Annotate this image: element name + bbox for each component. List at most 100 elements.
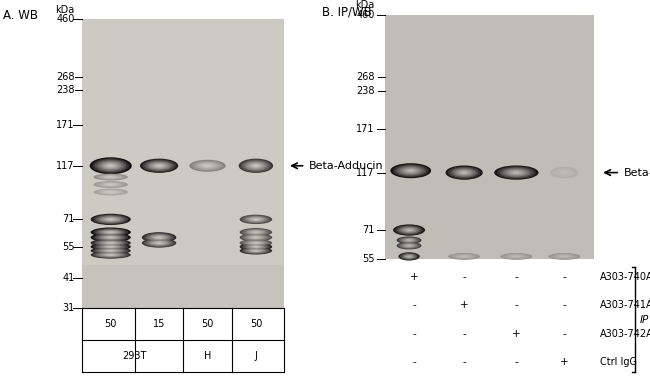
Ellipse shape xyxy=(403,168,419,173)
Ellipse shape xyxy=(244,216,268,223)
Ellipse shape xyxy=(562,256,566,257)
Text: -: - xyxy=(412,357,416,367)
Ellipse shape xyxy=(460,256,468,257)
Ellipse shape xyxy=(246,230,266,235)
Ellipse shape xyxy=(101,253,121,257)
Ellipse shape xyxy=(102,190,120,194)
Ellipse shape xyxy=(452,254,476,259)
Ellipse shape xyxy=(196,162,219,170)
Ellipse shape xyxy=(93,233,128,241)
Text: 460: 460 xyxy=(57,14,75,24)
Ellipse shape xyxy=(157,237,161,238)
Ellipse shape xyxy=(250,163,263,168)
Text: 31: 31 xyxy=(62,303,75,313)
Ellipse shape xyxy=(96,215,126,224)
Ellipse shape xyxy=(246,235,266,240)
Ellipse shape xyxy=(108,246,113,247)
Ellipse shape xyxy=(107,184,115,185)
Ellipse shape xyxy=(246,217,266,222)
Ellipse shape xyxy=(406,239,412,241)
Text: -: - xyxy=(462,357,466,367)
Ellipse shape xyxy=(510,255,523,258)
Ellipse shape xyxy=(511,171,522,174)
Ellipse shape xyxy=(402,254,416,259)
Ellipse shape xyxy=(506,254,526,259)
Text: A303-742A: A303-742A xyxy=(601,329,650,339)
Ellipse shape xyxy=(408,240,411,241)
Ellipse shape xyxy=(90,157,132,174)
Ellipse shape xyxy=(240,215,272,224)
Ellipse shape xyxy=(243,161,269,171)
Ellipse shape xyxy=(246,244,266,249)
Ellipse shape xyxy=(106,236,116,239)
Ellipse shape xyxy=(108,243,113,244)
Ellipse shape xyxy=(96,229,126,236)
Ellipse shape xyxy=(94,181,128,188)
Ellipse shape xyxy=(106,231,116,233)
Text: +: + xyxy=(460,300,469,311)
Ellipse shape xyxy=(252,237,260,238)
Ellipse shape xyxy=(252,218,260,221)
Ellipse shape xyxy=(504,254,528,259)
Ellipse shape xyxy=(403,228,415,232)
Ellipse shape xyxy=(508,170,525,175)
Ellipse shape xyxy=(103,253,118,256)
Ellipse shape xyxy=(146,240,172,247)
Text: 293T: 293T xyxy=(123,351,147,361)
Ellipse shape xyxy=(240,247,272,255)
Ellipse shape xyxy=(244,244,268,250)
Ellipse shape xyxy=(252,242,260,244)
Ellipse shape xyxy=(252,246,260,248)
Ellipse shape xyxy=(152,163,166,168)
Bar xyxy=(83,19,284,308)
Ellipse shape xyxy=(557,170,571,175)
Ellipse shape xyxy=(398,166,424,175)
Ellipse shape xyxy=(514,172,519,173)
Ellipse shape xyxy=(96,174,126,180)
Ellipse shape xyxy=(106,218,116,221)
Ellipse shape xyxy=(254,232,258,233)
Text: 268: 268 xyxy=(57,72,75,82)
Ellipse shape xyxy=(250,249,262,252)
Text: J: J xyxy=(254,351,257,361)
Ellipse shape xyxy=(551,253,578,259)
Text: 268: 268 xyxy=(356,72,375,82)
Ellipse shape xyxy=(96,234,126,241)
Ellipse shape xyxy=(401,253,417,259)
Text: 50: 50 xyxy=(202,319,214,329)
Ellipse shape xyxy=(248,230,264,234)
Ellipse shape xyxy=(93,240,128,247)
Ellipse shape xyxy=(500,167,533,178)
Ellipse shape xyxy=(244,234,268,241)
Text: +: + xyxy=(512,329,521,339)
Ellipse shape xyxy=(95,159,127,172)
Ellipse shape xyxy=(248,249,264,253)
Ellipse shape xyxy=(512,256,521,257)
Ellipse shape xyxy=(554,168,575,177)
Ellipse shape xyxy=(395,225,423,235)
Ellipse shape xyxy=(393,164,428,177)
Ellipse shape xyxy=(240,159,271,172)
Text: B. IP/WB: B. IP/WB xyxy=(322,6,372,19)
Text: -: - xyxy=(515,357,518,367)
Ellipse shape xyxy=(151,241,168,245)
Ellipse shape xyxy=(98,240,124,246)
Ellipse shape xyxy=(93,247,128,254)
Ellipse shape xyxy=(108,165,113,167)
Bar xyxy=(385,15,593,259)
Ellipse shape xyxy=(558,255,571,258)
Ellipse shape xyxy=(254,250,258,251)
Ellipse shape xyxy=(404,255,415,259)
Ellipse shape xyxy=(390,163,431,178)
Ellipse shape xyxy=(396,237,421,244)
Ellipse shape xyxy=(242,234,270,241)
Ellipse shape xyxy=(98,253,124,257)
Ellipse shape xyxy=(508,255,525,258)
Ellipse shape xyxy=(560,256,568,257)
Ellipse shape xyxy=(148,240,170,246)
Ellipse shape xyxy=(559,170,570,175)
Ellipse shape xyxy=(250,230,262,234)
Ellipse shape xyxy=(98,182,124,187)
Ellipse shape xyxy=(155,242,163,244)
Text: 117: 117 xyxy=(57,161,75,171)
